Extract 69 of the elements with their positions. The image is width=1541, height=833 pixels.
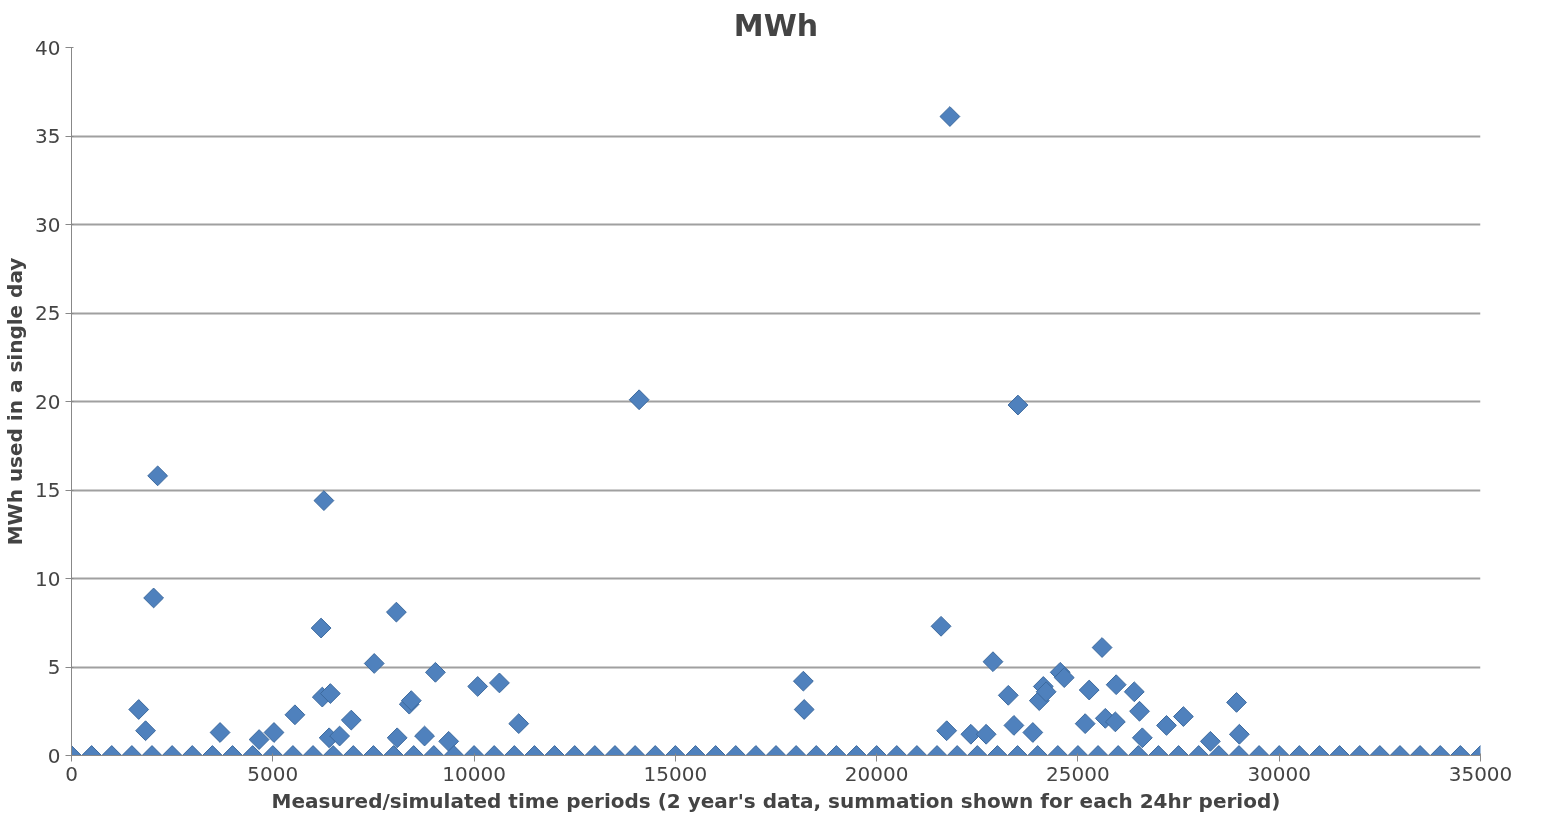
point — [508, 713, 530, 735]
point — [1007, 394, 1029, 416]
x-tick-label: 15000 — [643, 761, 708, 786]
point — [1003, 715, 1025, 736]
point — [1129, 700, 1150, 722]
point — [248, 729, 270, 750]
point — [147, 465, 169, 487]
point — [467, 676, 489, 697]
x-tick-label: 5000 — [247, 761, 299, 786]
point — [143, 587, 165, 609]
point — [209, 722, 231, 743]
chart-title: MWh — [733, 7, 819, 43]
point — [1091, 637, 1113, 658]
y-tick-label: 25 — [35, 301, 61, 325]
point — [1022, 722, 1044, 743]
point — [438, 730, 460, 752]
point — [284, 704, 306, 726]
point — [340, 709, 362, 731]
point — [319, 683, 341, 704]
point — [329, 725, 351, 747]
y-tick-label: 40 — [35, 35, 61, 60]
point — [1078, 679, 1100, 701]
point — [793, 699, 815, 720]
y-tick-label: 30 — [35, 212, 61, 237]
point — [939, 106, 961, 127]
point — [936, 720, 958, 742]
x-axis-title: Measured/simulated time periods (2 year's data, summation shown for each 24hr period) — [271, 788, 1281, 813]
x-tick-label: 35000 — [1448, 761, 1513, 786]
y-axis-title: MWh used in a single day — [3, 257, 28, 546]
point — [1226, 692, 1247, 713]
point — [385, 601, 407, 623]
x-tick-label: 25000 — [1046, 761, 1110, 786]
x-tick-label: 30000 — [1247, 761, 1312, 786]
y-tick-label: 5 — [47, 655, 61, 679]
y-tick-label: 35 — [35, 124, 61, 148]
y-tick-label: 20 — [35, 389, 61, 414]
point — [128, 699, 150, 720]
point — [1173, 706, 1194, 727]
point — [386, 727, 408, 749]
point — [1104, 711, 1126, 733]
point — [425, 661, 446, 683]
point — [1199, 730, 1221, 752]
point — [1105, 674, 1127, 696]
point — [1228, 723, 1250, 745]
y-tick-label: 0 — [47, 743, 61, 768]
point — [930, 615, 952, 637]
point — [628, 389, 650, 411]
point — [135, 720, 156, 742]
point — [1053, 667, 1075, 689]
point — [1131, 727, 1153, 749]
x-tick-label: 20000 — [844, 761, 909, 786]
point — [414, 725, 435, 747]
x-tick-label: 0 — [65, 761, 78, 786]
x-tick-label: 10000 — [442, 761, 506, 786]
point — [975, 723, 997, 745]
point — [310, 617, 332, 639]
point — [1123, 681, 1145, 703]
point — [313, 490, 335, 512]
point — [363, 653, 385, 674]
point — [263, 722, 285, 743]
point — [1156, 715, 1177, 736]
y-tick-label: 15 — [35, 478, 61, 502]
point — [792, 670, 814, 692]
point — [489, 672, 510, 694]
point — [1074, 713, 1096, 735]
point — [982, 651, 1004, 673]
point — [997, 684, 1019, 706]
y-tick-label: 10 — [35, 566, 61, 591]
point — [1035, 681, 1057, 703]
